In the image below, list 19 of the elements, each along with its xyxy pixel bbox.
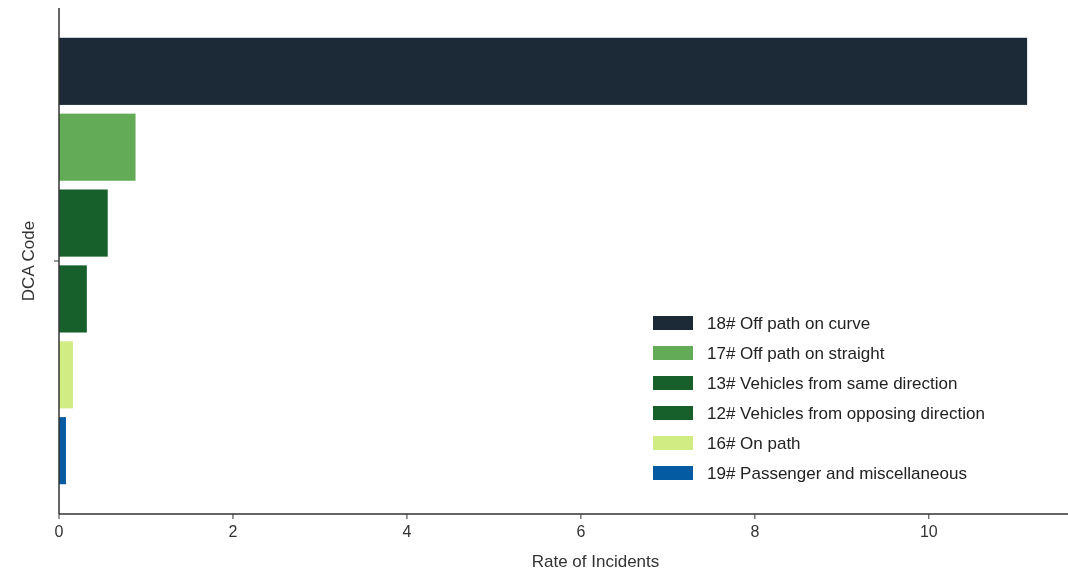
x-axis-title: Rate of Incidents [531, 552, 660, 571]
legend-label: 17# Off path on straight [707, 343, 885, 363]
bar [59, 265, 87, 333]
x-tick-label: 10 [919, 523, 938, 540]
x-tick-label: 8 [750, 523, 760, 540]
x-tick-label: 2 [228, 523, 238, 540]
bar [59, 113, 136, 181]
legend-label: 13# Vehicles from same direction [707, 373, 958, 393]
x-tick-label: 4 [402, 523, 412, 540]
legend-label: 16# On path [707, 433, 801, 453]
legend-label: 18# Off path on curve [707, 313, 871, 333]
bar [59, 341, 73, 409]
bar [59, 189, 108, 257]
legend-label: 19# Passenger and miscellaneous [707, 463, 967, 483]
x-tick-label: 6 [576, 523, 586, 540]
bar [59, 37, 1028, 105]
legend-label: 12# Vehicles from opposing direction [707, 403, 985, 423]
x-tick-label: 0 [54, 523, 64, 540]
y-axis-title: DCA Code [19, 220, 38, 302]
